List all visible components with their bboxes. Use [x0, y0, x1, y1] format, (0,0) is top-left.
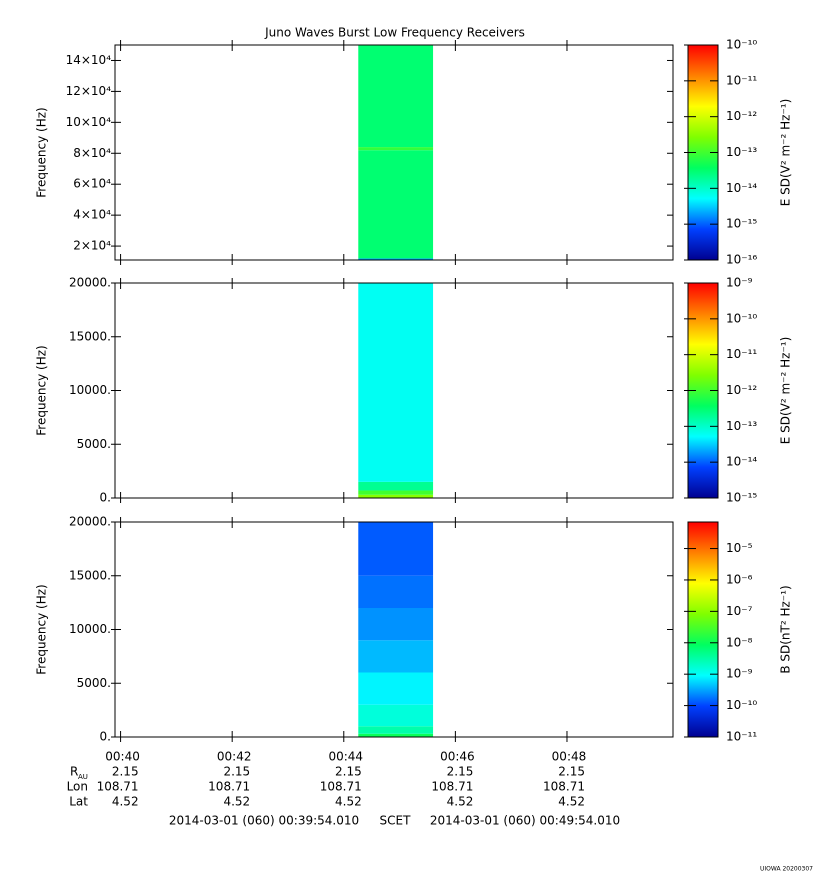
spectrogram-cell [358, 258, 434, 260]
x-tick-label: 00:46 [440, 750, 475, 764]
spectrogram-cell [358, 147, 434, 151]
x-tick-label: 00:42 [217, 750, 252, 764]
chart-title: Juno Waves Burst Low Frequency Receivers [264, 26, 525, 40]
spectrogram-cell [358, 45, 434, 148]
colorbar-tick-label: 10⁻⁶ [726, 572, 753, 586]
ephemeris-value: 2.15 [223, 765, 250, 779]
y-axis-label: Frequency (Hz) [35, 345, 49, 436]
ephemeris-value: 2.15 [447, 765, 474, 779]
x-tick-label: 00:44 [328, 750, 363, 764]
spectrogram-cell [358, 283, 434, 482]
y-tick-label: 0. [100, 491, 111, 505]
y-tick-label: 10000. [69, 622, 111, 636]
colorbar-tick-label: 10⁻¹⁴ [726, 181, 757, 195]
y-tick-label: 15000. [69, 568, 111, 582]
spectrogram-cell [358, 608, 434, 641]
y-tick-label: 12×10⁴ [66, 84, 112, 98]
ephemeris-label: Lat [69, 795, 88, 809]
colorbar-tick-label: 10⁻¹¹ [726, 347, 757, 361]
colorbar-tick-label: 10⁻¹¹ [726, 730, 757, 744]
y-tick-label: 8×10⁴ [73, 146, 111, 160]
spectrogram-cell [358, 672, 434, 705]
colorbar-tick-label: 10⁻⁸ [726, 635, 753, 649]
colorbar-tick-label: 10⁻¹⁴ [726, 455, 757, 469]
spectrogram-cell [358, 640, 434, 673]
colorbar-tick-label: 10⁻¹⁰ [726, 698, 757, 712]
colorbar-tick-label: 10⁻¹² [726, 109, 757, 123]
time-start: 2014-03-01 (060) 00:39:54.010 [169, 814, 359, 828]
colorbar-label: E SD(V² m⁻² Hz⁻¹) [779, 99, 793, 207]
y-tick-label: 6×10⁴ [73, 177, 111, 191]
y-tick-label: 20000. [69, 276, 111, 290]
colorbar-tick-label: 10⁻¹⁰ [726, 38, 757, 52]
ephemeris-value: 108.71 [543, 780, 585, 794]
ephemeris-value: 108.71 [97, 780, 139, 794]
y-tick-label: 10×10⁴ [66, 115, 112, 129]
colorbar [687, 521, 719, 738]
ephemeris-value: 4.52 [335, 795, 362, 809]
spectrogram-cell [358, 733, 434, 737]
colorbar-tick-label: 10⁻⁹ [726, 667, 753, 681]
ephemeris-value: 108.71 [208, 780, 250, 794]
colorbar-tick-label: 10⁻¹³ [726, 419, 757, 433]
colorbar-tick-label: 10⁻¹² [726, 383, 757, 397]
spectrogram-cell [358, 726, 434, 734]
ephemeris-value: 2.15 [335, 765, 362, 779]
colorbar-tick-label: 10⁻¹⁵ [726, 217, 757, 231]
y-tick-label: 0. [100, 730, 111, 744]
y-tick-label: 2×10⁴ [73, 239, 111, 253]
colorbar-tick-label: 10⁻⁵ [726, 541, 753, 555]
y-axis-label: Frequency (Hz) [35, 107, 49, 198]
colorbar-tick-label: 10⁻¹⁰ [726, 311, 757, 325]
y-tick-label: 10000. [69, 383, 111, 397]
ephemeris-label: Lon [67, 780, 88, 794]
y-tick-label: 4×10⁴ [73, 208, 111, 222]
y-tick-label: 14×10⁴ [66, 53, 112, 67]
spectrogram-cell [358, 150, 434, 259]
colorbar-tick-label: 10⁻¹¹ [726, 73, 757, 87]
y-axis-label: Frequency (Hz) [35, 584, 49, 675]
colorbar-tick-label: 10⁻⁹ [726, 276, 753, 290]
spectrogram-cell [358, 522, 434, 576]
ephemeris-value: 4.52 [558, 795, 585, 809]
spectrogram-cell [358, 490, 434, 495]
y-tick-label: 5000. [77, 437, 111, 451]
ephemeris-value: 4.52 [447, 795, 474, 809]
colorbar-tick-label: 10⁻¹⁵ [726, 491, 757, 505]
spectrogram-cell [358, 481, 434, 491]
ephemeris-value: 108.71 [431, 780, 473, 794]
colorbar-label: B SD(nT² Hz⁻¹) [779, 585, 793, 673]
ephemeris-value: 4.52 [112, 795, 139, 809]
ephemeris-label: R [70, 765, 78, 779]
colorbar-tick-label: 10⁻¹⁶ [726, 253, 757, 267]
ephemeris-value: 108.71 [320, 780, 362, 794]
colorbar-tick-label: 10⁻⁷ [726, 604, 753, 618]
ephemeris-value: 2.15 [558, 765, 585, 779]
y-tick-label: 15000. [69, 329, 111, 343]
spectrogram-cell [358, 704, 434, 727]
colorbar-label: E SD(V² m⁻² Hz⁻¹) [779, 337, 793, 445]
y-tick-label: 20000. [69, 515, 111, 529]
spectrogram-cell [358, 494, 434, 498]
ephemeris-value: 2.15 [112, 765, 139, 779]
ephemeris-value: 4.52 [223, 795, 250, 809]
x-tick-label: 00:48 [552, 750, 587, 764]
plot-frame [114, 44, 674, 261]
colorbar-tick-label: 10⁻¹³ [726, 145, 757, 159]
credit: UIOWA 20200307 [760, 866, 813, 873]
time-frame: SCET [380, 814, 412, 828]
time-end: 2014-03-01 (060) 00:49:54.010 [430, 814, 620, 828]
ephemeris-subscript: AU [78, 773, 88, 781]
y-tick-label: 5000. [77, 676, 111, 690]
x-tick-label: 00:40 [105, 750, 140, 764]
spectrogram-cell [358, 575, 434, 608]
